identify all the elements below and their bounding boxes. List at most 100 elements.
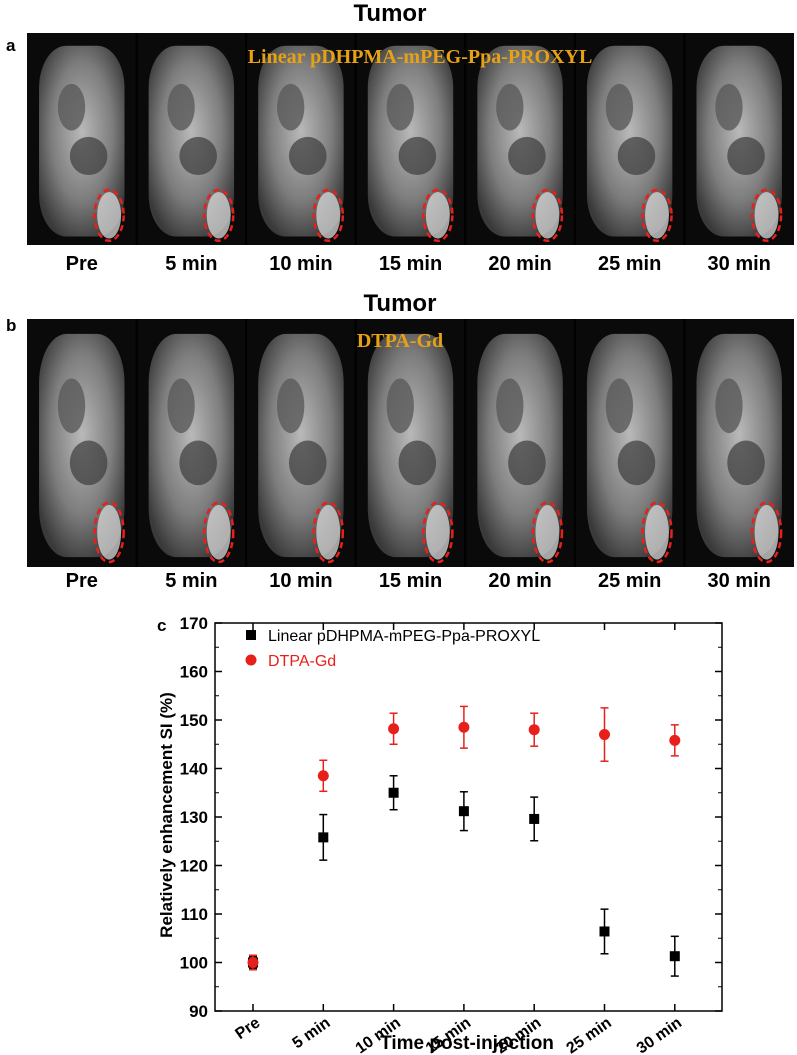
data-point-square	[529, 813, 540, 824]
organ-shape	[617, 136, 656, 176]
organ-shape	[167, 83, 195, 131]
frame-label: 5 min	[165, 253, 218, 275]
frame-label: 15 min	[378, 253, 443, 275]
data-point-square	[599, 926, 610, 937]
x-axis-label: Time post-injection	[380, 1033, 554, 1054]
data-point-circle	[528, 724, 540, 736]
tumor-circle-marker	[202, 501, 235, 564]
panel-a-title: Tumor	[353, 0, 427, 27]
mri-frame	[245, 319, 345, 567]
frame-label: 30 min	[707, 253, 771, 275]
organ-shape	[276, 83, 305, 131]
organ-shape	[288, 136, 327, 176]
y-tick-label: 100	[180, 954, 208, 973]
tumor-circle-marker	[312, 188, 345, 243]
legend-marker-square	[246, 630, 256, 640]
tumor-circle-marker	[93, 501, 125, 564]
y-axis-label: Relatively enhancement SI (%)	[157, 692, 176, 938]
organ-shape	[386, 83, 414, 131]
organ-shape	[727, 136, 765, 176]
y-tick-label: 130	[180, 808, 208, 827]
organ-shape	[288, 440, 327, 486]
tumor-circle-marker	[750, 501, 783, 564]
organ-shape	[386, 378, 414, 434]
y-tick-label: 120	[180, 857, 208, 876]
series-linear	[248, 775, 680, 977]
tumor-region	[535, 505, 560, 560]
mri-frame	[464, 319, 564, 567]
data-point-circle	[388, 723, 400, 735]
organ-shape	[617, 440, 656, 486]
data-point-circle	[669, 734, 681, 746]
frame-label: 30 min	[707, 570, 771, 592]
panel-b-title: Tumor	[363, 290, 437, 317]
x-tick-label: 10 min	[353, 1014, 404, 1055]
mri-frame	[683, 319, 783, 567]
tumor-circle-marker	[641, 501, 673, 564]
organ-shape	[179, 136, 217, 176]
tumor-region	[645, 505, 669, 560]
mri-frame	[573, 33, 673, 245]
tumor-circle-marker	[312, 501, 345, 564]
mri-strip-dtpa-svg	[39, 319, 783, 567]
organ-shape	[727, 440, 765, 486]
organ-shape	[167, 378, 195, 434]
frame-label: Pre	[65, 570, 98, 592]
overlay-label-linear: Linear pDHPMA-mPEG-Ppa-PROXYL	[247, 46, 593, 68]
organ-shape	[57, 83, 86, 131]
data-point-circle	[599, 729, 610, 741]
organ-shape	[398, 136, 437, 176]
organ-shape	[496, 378, 524, 434]
tumor-circle-marker	[422, 188, 454, 243]
organ-shape	[496, 83, 524, 131]
organ-shape	[605, 378, 634, 434]
x-tick-label: 30 min	[634, 1014, 685, 1055]
mri-frame	[39, 333, 125, 564]
frame-label: 5 min	[165, 570, 218, 592]
tumor-region	[754, 505, 779, 560]
legend: Linear pDHPMA-mPEG-Ppa-PROXYL DTPA-Gd	[245, 628, 540, 670]
frame-label: 15 min	[378, 570, 443, 592]
x-tick-label: 5 min	[290, 1014, 334, 1052]
legend-label: DTPA-Gd	[268, 653, 336, 670]
data-point-square	[458, 806, 469, 817]
mri-frame	[135, 319, 235, 567]
panel-letter-c: c	[157, 616, 167, 635]
tumor-circle-marker	[422, 501, 454, 564]
frame-label: 20 min	[488, 253, 552, 275]
panel-letter-b: b	[6, 316, 17, 335]
mri-frame	[683, 33, 783, 245]
organ-shape	[715, 378, 743, 434]
tumor-region	[97, 505, 122, 560]
data-point-square	[388, 787, 399, 798]
x-tick-label: 15 min	[423, 1014, 474, 1055]
tumor-region	[754, 192, 779, 239]
legend-label: Linear pDHPMA-mPEG-Ppa-PROXYL	[268, 628, 540, 645]
tumor-circle-marker	[202, 188, 235, 243]
organ-shape	[605, 83, 634, 131]
organ-shape	[398, 440, 437, 486]
mri-strip-dtpa	[27, 319, 794, 567]
organ-shape	[69, 440, 108, 486]
panel-letter-a: a	[6, 36, 16, 55]
tumor-circle-marker	[531, 501, 564, 564]
tumor-region	[645, 192, 669, 239]
organ-shape	[57, 378, 86, 434]
y-tick-label: 170	[180, 614, 208, 633]
organ-shape	[715, 83, 743, 131]
mri-frame	[464, 33, 564, 245]
overlay-label-dtpa: DTPA-Gd	[356, 330, 444, 352]
frame-label: Pre	[65, 253, 98, 275]
data-point-square	[248, 957, 258, 968]
frame-label: 10 min	[269, 570, 333, 592]
tumor-circle-marker	[93, 188, 125, 243]
x-tick-label: 25 min	[564, 1014, 615, 1055]
frame-label: 10 min	[269, 253, 333, 275]
tumor-circle-marker	[750, 188, 783, 243]
tumor-region	[535, 192, 560, 239]
tumor-region	[316, 505, 341, 560]
mri-frame	[135, 33, 235, 245]
organ-shape	[69, 136, 108, 176]
y-tick-label: 150	[180, 711, 208, 730]
legend-marker-circle	[245, 654, 257, 666]
